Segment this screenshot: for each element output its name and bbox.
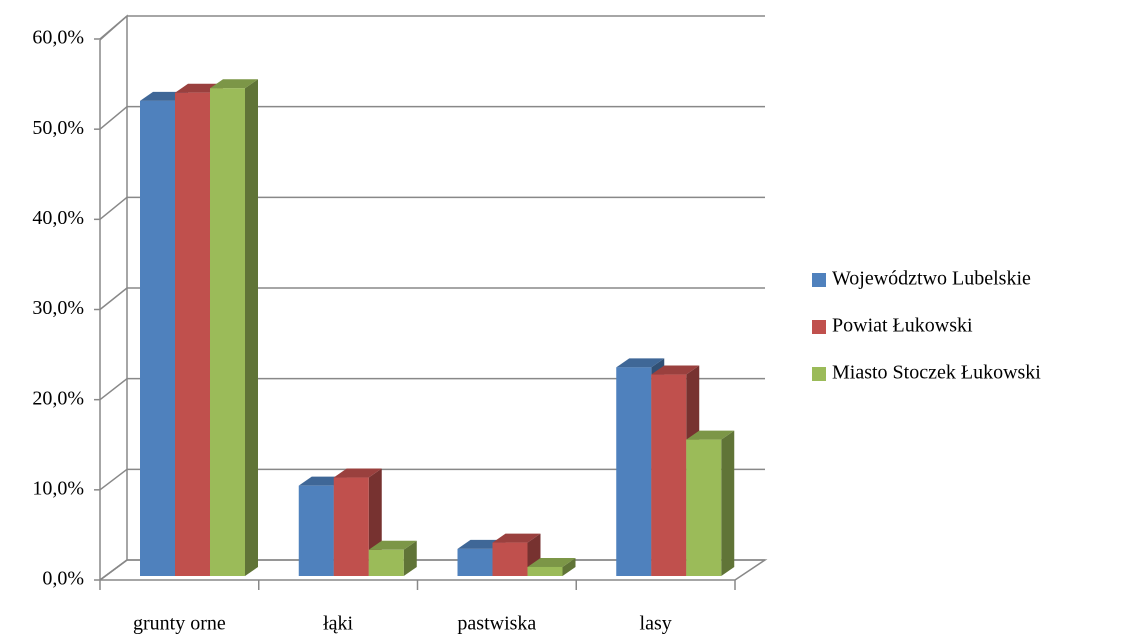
bar-front [298, 485, 334, 576]
legend-label: Województwo Lubelskie [832, 268, 1031, 290]
y-tick-label: 10,0% [32, 477, 84, 499]
bar [527, 557, 576, 576]
grid-line [99, 468, 128, 491]
grid-line [99, 15, 128, 40]
bar-side [245, 79, 258, 576]
bar-front [686, 439, 722, 576]
bar-top [210, 79, 258, 89]
x-tick-label: łąki [323, 613, 353, 635]
y-tick-label: 20,0% [32, 387, 84, 409]
bar-top [686, 430, 735, 440]
y-tick-label: 30,0% [32, 297, 84, 319]
bar [651, 365, 700, 576]
bar-front [175, 92, 210, 576]
bar-top [527, 557, 576, 567]
bar-top [333, 468, 382, 478]
bar-top [616, 358, 665, 368]
grid-line [99, 106, 128, 130]
grid-line [99, 378, 128, 401]
legend-swatch [812, 273, 826, 287]
legend-swatch [812, 320, 826, 334]
bar-front [527, 566, 563, 576]
bar-front [492, 542, 528, 576]
y-tick-label: 40,0% [32, 207, 84, 229]
legend-label: Miasto Stoczek Łukowski [832, 362, 1041, 384]
legend-label: Powiat Łukowski [832, 315, 973, 337]
x-tick-label: lasy [640, 613, 672, 635]
bar-front [210, 88, 245, 576]
bar-side [403, 540, 417, 576]
y-tick-label: 50,0% [32, 117, 84, 139]
bar [368, 540, 417, 576]
bar-top [651, 365, 700, 375]
bar-front [333, 477, 369, 576]
bar-front [651, 374, 687, 576]
bar-top [368, 540, 417, 550]
bar-top [492, 533, 541, 543]
bar-side [562, 557, 576, 576]
bar-side [721, 430, 735, 576]
y-tick-label: 60,0% [32, 27, 84, 49]
legend-swatch [812, 367, 826, 381]
y-tick-label: 0,0% [42, 568, 84, 590]
grid-line [99, 559, 128, 581]
grid-line [99, 287, 128, 311]
x-tick-label: pastwiska [457, 613, 536, 635]
bar-front [457, 548, 493, 576]
bar [333, 468, 382, 576]
bar [210, 79, 258, 576]
x-tick-label: grunty orne [133, 613, 226, 635]
bar [686, 430, 735, 576]
bar-front [140, 100, 175, 576]
grid-line [99, 196, 128, 220]
bar-front [368, 549, 404, 576]
bar-front [616, 367, 652, 576]
